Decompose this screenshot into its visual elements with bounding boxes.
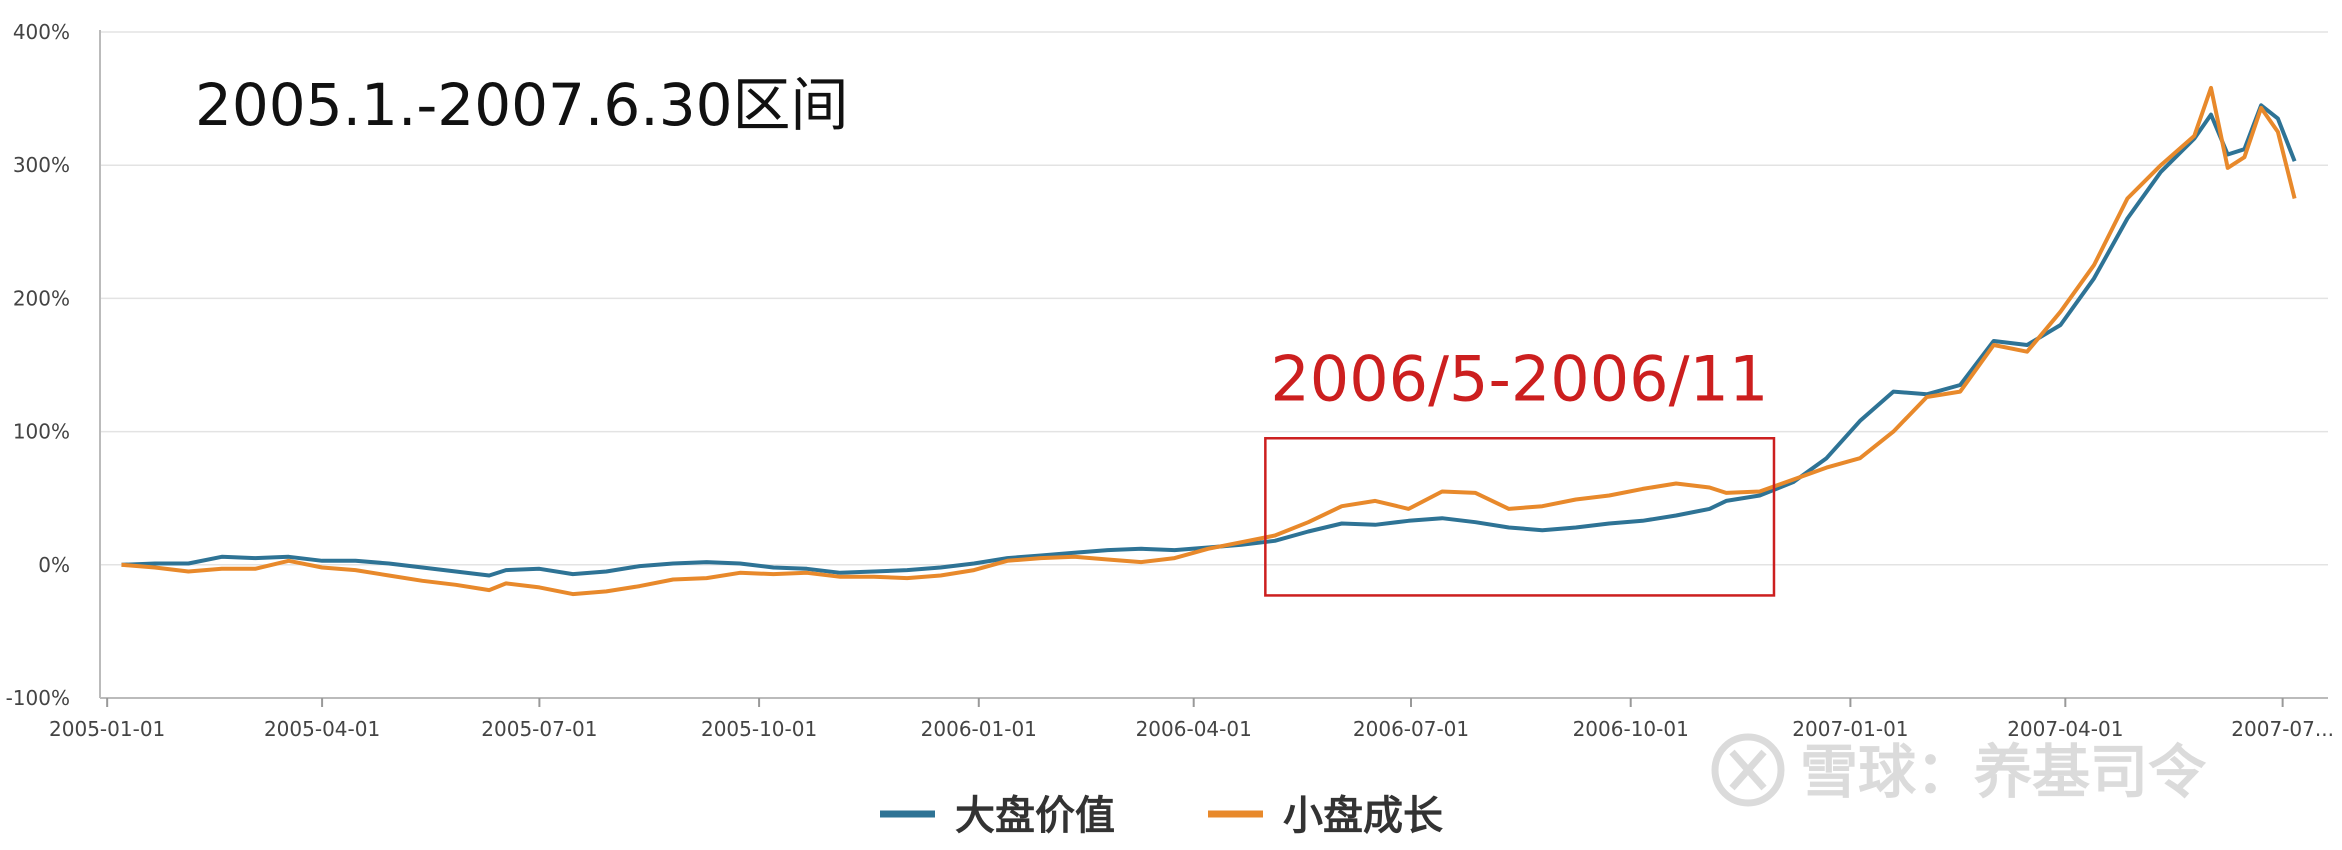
- series-1: [121, 85, 2297, 597]
- highlight-box: [1264, 437, 1776, 597]
- grid: [99, 30, 2328, 699]
- x-tick-label: 2005-01-01: [49, 717, 165, 741]
- x-tick-label: 2005-04-01: [264, 717, 380, 741]
- y-tick-label: 200%: [13, 286, 70, 310]
- snowball-logo-icon: [1711, 733, 1785, 807]
- legend: 大盘价值 小盘成长: [880, 793, 1443, 839]
- y-tick-label: 400%: [13, 20, 70, 44]
- y-tick-label: 100%: [13, 420, 70, 444]
- chart-title: 2005.1.-2007.6.30区间: [195, 71, 849, 139]
- y-axis-ticks: 400% 300% 200% 100% 0% -100%: [6, 20, 70, 710]
- x-tick-label: 2005-07-01: [481, 717, 597, 741]
- y-tick-label: 300%: [13, 153, 70, 177]
- y-tick-label: -100%: [6, 686, 70, 710]
- annotations: 2006/5-2006/11: [1264, 342, 1776, 597]
- x-tick-label: 2007-07...: [2231, 717, 2334, 741]
- series-line-0: [121, 103, 2297, 578]
- x-axis-ticks: 2005-01-01 2005-04-01 2005-07-01 2005-10-01…: [49, 698, 2334, 741]
- highlight-label: 2006/5-2006/11: [1270, 342, 1768, 415]
- x-tick-label: 2007-04-01: [2007, 717, 2123, 741]
- x-tick-label: 2006-07-01: [1353, 717, 1469, 741]
- legend-label-large-cap-value: 大盘价值: [955, 793, 1115, 839]
- x-tick-label: 2006-04-01: [1136, 717, 1252, 741]
- x-tick-label: 2006-10-01: [1573, 717, 1689, 741]
- y-tick-label: 0%: [38, 553, 70, 577]
- watermark: 雪球：养基司令: [1711, 733, 2207, 807]
- series-line-1: [121, 85, 2297, 597]
- x-tick-label: 2007-01-01: [1792, 717, 1908, 741]
- x-tick-label: 2006-01-01: [921, 717, 1037, 741]
- legend-label-small-cap-growth: 小盘成长: [1283, 793, 1443, 839]
- series-lines: [121, 85, 2297, 597]
- series-0: [121, 103, 2297, 578]
- x-tick-label: 2005-10-01: [701, 717, 817, 741]
- watermark-text: 雪球：养基司令: [1800, 738, 2207, 806]
